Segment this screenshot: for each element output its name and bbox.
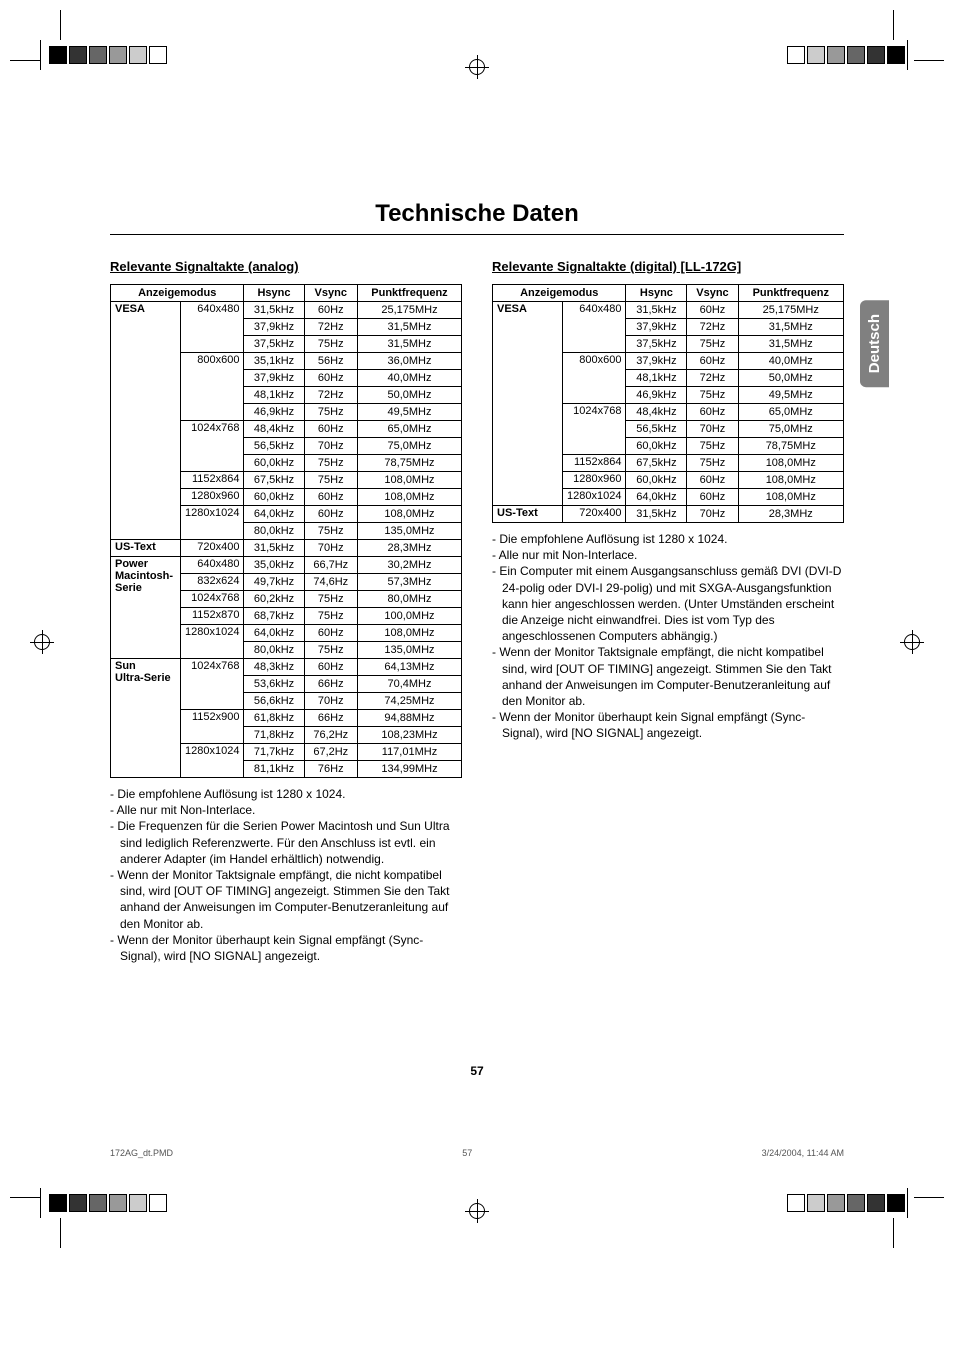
- print-marks-bottom: [0, 1178, 954, 1258]
- page-number: 57: [110, 1064, 844, 1078]
- title-rule: [110, 234, 844, 235]
- analog-section: Relevante Signaltakte (analog) Anzeigemo…: [110, 259, 462, 964]
- digital-notes: - Die empfohlene Auflösung ist 1280 x 10…: [492, 531, 844, 741]
- table-row: VESA640x48031,5kHz60Hz25,175MHz: [493, 302, 844, 319]
- note-item: - Ein Computer mit einem Ausgangsanschlu…: [492, 563, 844, 644]
- note-item: - Wenn der Monitor überhaupt kein Signal…: [110, 932, 462, 964]
- print-marks-top: [0, 0, 954, 80]
- digital-heading: Relevante Signaltakte (digital) [LL-172G…: [492, 259, 844, 274]
- note-item: - Alle nur mit Non-Interlace.: [110, 802, 462, 818]
- footer-file: 172AG_dt.PMD: [110, 1148, 173, 1158]
- note-item: - Alle nur mit Non-Interlace.: [492, 547, 844, 563]
- footer: 172AG_dt.PMD 57 3/24/2004, 11:44 AM: [0, 1148, 954, 1158]
- table-row: SunUltra-Serie1024x76848,3kHz60Hz64,13MH…: [111, 659, 462, 676]
- note-item: - Die empfohlene Auflösung ist 1280 x 10…: [492, 531, 844, 547]
- table-row: VESA640x48031,5kHz60Hz25,175MHz: [111, 302, 462, 319]
- table-row: PowerMacintosh-Serie640x48035,0kHz66,7Hz…: [111, 557, 462, 574]
- digital-table: AnzeigemodusHsyncVsyncPunktfrequenz VESA…: [492, 284, 844, 523]
- footer-page: 57: [462, 1148, 472, 1158]
- analog-table: AnzeigemodusHsyncVsyncPunktfrequenz VESA…: [110, 284, 462, 778]
- digital-section: Relevante Signaltakte (digital) [LL-172G…: [492, 259, 844, 964]
- registration-mark-right: [900, 630, 924, 654]
- analog-notes: - Die empfohlene Auflösung ist 1280 x 10…: [110, 786, 462, 964]
- page-title: Technische Daten: [110, 200, 844, 228]
- note-item: - Die empfohlene Auflösung ist 1280 x 10…: [110, 786, 462, 802]
- note-item: - Wenn der Monitor Taktsignale empfängt,…: [110, 867, 462, 932]
- table-row: US-Text720x40031,5kHz70Hz28,3MHz: [493, 506, 844, 523]
- note-item: - Wenn der Monitor überhaupt kein Signal…: [492, 709, 844, 741]
- page-content: Technische Daten Relevante Signaltakte (…: [0, 80, 954, 1118]
- table-row: US-Text720x40031,5kHz70Hz28,3MHz: [111, 540, 462, 557]
- analog-heading: Relevante Signaltakte (analog): [110, 259, 462, 274]
- language-tab: Deutsch: [860, 300, 889, 387]
- note-item: - Wenn der Monitor Taktsignale empfängt,…: [492, 644, 844, 709]
- footer-date: 3/24/2004, 11:44 AM: [762, 1148, 844, 1158]
- registration-mark-left: [30, 630, 54, 654]
- note-item: - Die Frequenzen für die Serien Power Ma…: [110, 818, 462, 867]
